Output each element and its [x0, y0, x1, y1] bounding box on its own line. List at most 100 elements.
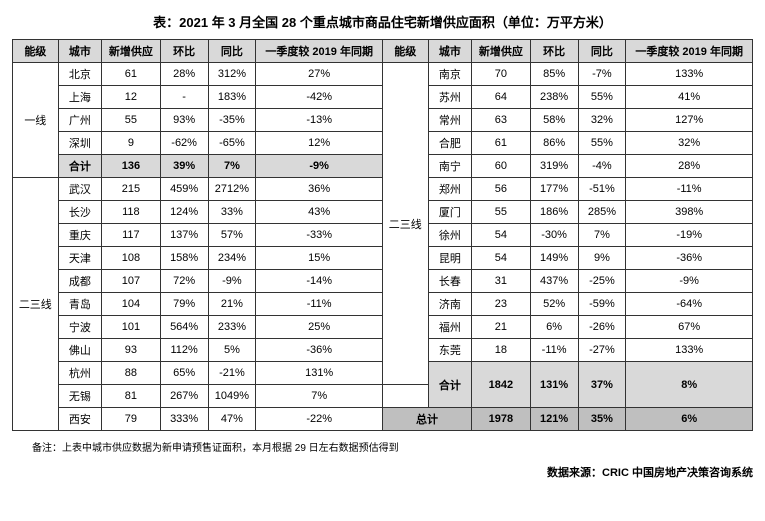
cell-q1: -19%	[626, 224, 753, 247]
cell-mom: 52%	[530, 293, 578, 316]
grand-total-yoy: 35%	[578, 408, 626, 431]
cell-yoy: -25%	[578, 270, 626, 293]
cell-mom: 186%	[530, 201, 578, 224]
hdr-supply-left: 新增供应	[102, 40, 161, 63]
cell-city: 无锡	[58, 385, 101, 408]
cell-city: 厦门	[428, 201, 471, 224]
supply-table: 能级 城市 新增供应 环比 同比 一季度较 2019 年同期 能级 城市 新增供…	[12, 39, 753, 431]
footnote: 备注：上表中城市供应数据为新申请预售证面积，本月根据 29 日左右数据预估得到	[32, 439, 753, 454]
cell-city: 南宁	[428, 155, 471, 178]
tier23-subtotal-q1: 8%	[626, 362, 753, 408]
cell-mom: 459%	[160, 178, 208, 201]
table-row: 西安 79 333% 47% -22% 总计 1978 121% 35% 6%	[13, 408, 753, 431]
cell-supply: 56	[472, 178, 531, 201]
cell-supply: 60	[472, 155, 531, 178]
cell-city: 西安	[58, 408, 101, 431]
cell-yoy: 234%	[208, 247, 256, 270]
cell-city: 成都	[58, 270, 101, 293]
cell-supply: 117	[102, 224, 161, 247]
cell-mom: 437%	[530, 270, 578, 293]
table-row: 一线 北京 61 28% 312% 27% 二三线 南京 70 85% -7% …	[13, 63, 753, 86]
cell-yoy: -4%	[578, 155, 626, 178]
cell-mom: 93%	[160, 109, 208, 132]
hdr-q1-right: 一季度较 2019 年同期	[626, 40, 753, 63]
subtotal-yoy: 7%	[208, 155, 256, 178]
cell-city: 长沙	[58, 201, 101, 224]
cell-q1: 15%	[256, 247, 383, 270]
cell-mom: 238%	[530, 86, 578, 109]
cell-mom: 6%	[530, 316, 578, 339]
cell-mom: 177%	[530, 178, 578, 201]
cell-supply: 55	[102, 109, 161, 132]
cell-mom: 319%	[530, 155, 578, 178]
cell-yoy: -7%	[578, 63, 626, 86]
table-title: 表：2021 年 3 月全国 28 个重点城市商品住宅新增供应面积（单位：万平方…	[12, 12, 753, 31]
cell-city: 武汉	[58, 178, 101, 201]
data-source: 数据来源：CRIC 中国房地产决策咨询系统	[12, 464, 753, 480]
cell-supply: 70	[472, 63, 531, 86]
cell-city: 重庆	[58, 224, 101, 247]
cell-q1: 25%	[256, 316, 383, 339]
cell-q1: -36%	[626, 247, 753, 270]
cell-supply: 107	[102, 270, 161, 293]
cell-city: 深圳	[58, 132, 101, 155]
hdr-mom-right: 环比	[530, 40, 578, 63]
cell-yoy: -51%	[578, 178, 626, 201]
cell-city: 郑州	[428, 178, 471, 201]
cell-yoy: 5%	[208, 339, 256, 362]
cell-q1: -14%	[256, 270, 383, 293]
cell-q1: -33%	[256, 224, 383, 247]
cell-q1: 133%	[626, 339, 753, 362]
cell-mom: -62%	[160, 132, 208, 155]
cell-q1: 28%	[626, 155, 753, 178]
cell-q1: 12%	[256, 132, 383, 155]
cell-mom: 86%	[530, 132, 578, 155]
cell-q1: 127%	[626, 109, 753, 132]
cell-yoy: -26%	[578, 316, 626, 339]
subtotal-label: 合计	[58, 155, 101, 178]
cell-supply: 101	[102, 316, 161, 339]
cell-supply: 54	[472, 224, 531, 247]
tier23-subtotal-yoy: 37%	[578, 362, 626, 408]
cell-yoy: -27%	[578, 339, 626, 362]
cell-city: 上海	[58, 86, 101, 109]
cell-q1: 27%	[256, 63, 383, 86]
cell-mom: 85%	[530, 63, 578, 86]
cell-city: 长春	[428, 270, 471, 293]
cell-yoy: 285%	[578, 201, 626, 224]
cell-supply: 79	[102, 408, 161, 431]
cell-q1: -11%	[256, 293, 383, 316]
tier23-right-label: 二三线	[382, 63, 428, 385]
cell-mom: 72%	[160, 270, 208, 293]
cell-yoy: 1049%	[208, 385, 256, 408]
cell-yoy: 33%	[208, 201, 256, 224]
cell-yoy: 183%	[208, 86, 256, 109]
cell-supply: 55	[472, 201, 531, 224]
header-row: 能级 城市 新增供应 环比 同比 一季度较 2019 年同期 能级 城市 新增供…	[13, 40, 753, 63]
cell-mom: 564%	[160, 316, 208, 339]
cell-q1: 43%	[256, 201, 383, 224]
hdr-tier-right: 能级	[382, 40, 428, 63]
cell-mom: 149%	[530, 247, 578, 270]
cell-city: 福州	[428, 316, 471, 339]
cell-yoy: -21%	[208, 362, 256, 385]
cell-yoy: 9%	[578, 247, 626, 270]
cell-mom: -30%	[530, 224, 578, 247]
cell-yoy: 55%	[578, 86, 626, 109]
cell-q1: 131%	[256, 362, 383, 385]
cell-q1: -9%	[626, 270, 753, 293]
cell-city: 徐州	[428, 224, 471, 247]
cell-yoy: 21%	[208, 293, 256, 316]
cell-supply: 31	[472, 270, 531, 293]
cell-q1: 32%	[626, 132, 753, 155]
cell-city: 常州	[428, 109, 471, 132]
cell-yoy: 55%	[578, 132, 626, 155]
cell-q1: 398%	[626, 201, 753, 224]
hdr-city-right: 城市	[428, 40, 471, 63]
cell-yoy: 47%	[208, 408, 256, 431]
tier23-subtotal-label: 合计	[428, 362, 471, 408]
cell-supply: 23	[472, 293, 531, 316]
cell-supply: 104	[102, 293, 161, 316]
cell-yoy: -9%	[208, 270, 256, 293]
cell-supply: 93	[102, 339, 161, 362]
